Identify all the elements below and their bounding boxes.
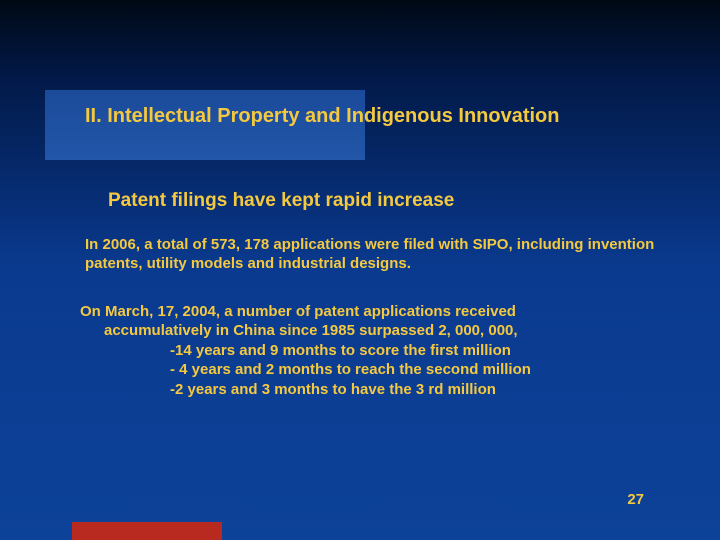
paragraph-1: In 2006, a total of 573, 178 application… xyxy=(85,236,660,274)
accent-bar xyxy=(72,522,222,540)
milestone-2: - 4 years and 2 months to reach the seco… xyxy=(80,360,670,380)
milestone-1: -14 years and 9 months to score the firs… xyxy=(80,341,670,361)
slide-title: II. Intellectual Property and Indigenous… xyxy=(85,105,720,128)
slide-subtitle: Patent filings have kept rapid increase xyxy=(108,190,720,212)
paragraph-2-line-2: accumulatively in China since 1985 surpa… xyxy=(80,321,670,341)
paragraph-2: On March, 17, 2004, a number of patent a… xyxy=(80,302,670,400)
page-number: 27 xyxy=(627,491,644,508)
milestone-3: -2 years and 3 months to have the 3 rd m… xyxy=(80,380,670,400)
paragraph-2-line-1: On March, 17, 2004, a number of patent a… xyxy=(80,302,670,322)
